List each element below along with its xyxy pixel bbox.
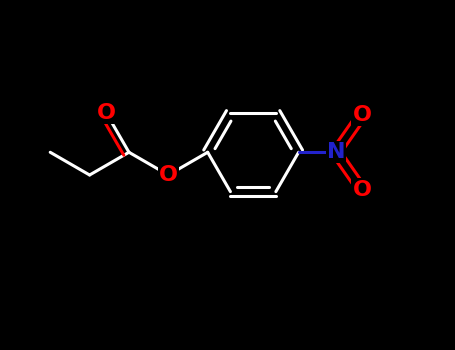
Text: O: O <box>353 180 371 200</box>
Text: N: N <box>327 142 345 162</box>
Text: O: O <box>97 103 116 123</box>
Text: O: O <box>353 105 371 125</box>
Text: O: O <box>159 165 178 185</box>
